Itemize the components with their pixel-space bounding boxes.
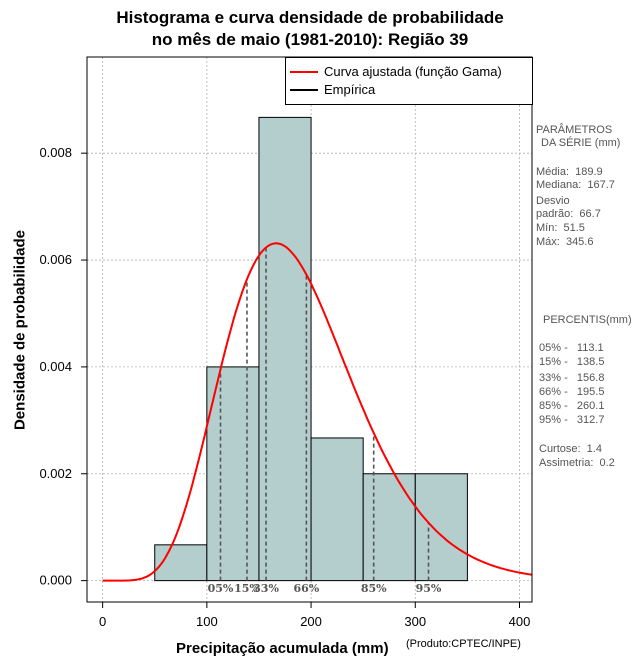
- chart-title-line2: no mês de maio (1981-2010): Região 39: [151, 30, 469, 49]
- param-mediana: Mediana: 167.7: [536, 179, 615, 191]
- y-tick-label: 0.008: [39, 145, 72, 160]
- percentil-33: 33% - 156.8: [539, 372, 605, 384]
- percentil-66: 66% - 195.5: [539, 386, 605, 398]
- x-tick-label: 400: [509, 614, 531, 629]
- y-axis-label: Densidade de probabilidade: [11, 229, 29, 431]
- percentile-label: 95%: [416, 582, 442, 595]
- percentil-95: 95% - 312.7: [539, 414, 605, 426]
- x-axis-label: Precipitação acumulada (mm): [176, 640, 389, 657]
- percentil-05: 05% - 113.1: [539, 342, 604, 354]
- stat-assimetria: Assimetria: 0.2: [539, 457, 615, 469]
- legend-swatch-empirical: [290, 88, 318, 91]
- legend-item-empirical: Empírica: [290, 82, 375, 97]
- percentil-85: 85% - 260.1: [539, 400, 605, 412]
- y-tick-label: 0.000: [39, 573, 72, 588]
- x-tick-label: 200: [300, 614, 322, 629]
- legend-label-fitted: Curva ajustada (função Gama): [324, 64, 502, 79]
- param-min: Mín: 51.5: [536, 222, 585, 234]
- histogram-bar: [154, 544, 208, 582]
- percentile-label: 05%: [208, 582, 234, 595]
- percentil-15: 15% - 138.5: [539, 356, 605, 368]
- histogram-bar: [206, 366, 260, 582]
- x-tick-label: 100: [196, 614, 218, 629]
- y-tick-label: 0.004: [39, 359, 72, 374]
- stat-curtose: Curtose: 1.4: [539, 443, 602, 455]
- percentile-label: 33%: [253, 582, 279, 595]
- chart-title-line1: Histograma e curva densidade de probabil…: [116, 8, 504, 27]
- histogram-bar: [414, 473, 468, 582]
- param-media: Média: 189.9: [536, 166, 603, 178]
- y-tick-label: 0.006: [39, 252, 72, 267]
- credit-text: (Produto:CPTEC/INPE): [406, 638, 521, 650]
- percentis-header: PERCENTIS(mm): [543, 314, 632, 326]
- param-max: Máx: 345.6: [536, 236, 594, 248]
- histogram-bar: [310, 437, 364, 582]
- legend-swatch-fitted: [290, 70, 318, 73]
- percentile-label: 66%: [293, 582, 319, 595]
- histogram-bar: [258, 116, 312, 582]
- fitted-gamma-curve: [102, 242, 533, 582]
- x-tick-label: 0: [99, 614, 106, 629]
- params-header-2: DA SÉRIE (mm): [541, 137, 621, 149]
- params-header-1: PARÂMETROS: [536, 124, 613, 136]
- y-tick-label: 0.002: [39, 466, 72, 481]
- legend-label-empirical: Empírica: [324, 82, 376, 97]
- legend-item-fitted: Curva ajustada (função Gama): [290, 64, 502, 79]
- percentile-label: 15%: [234, 582, 260, 595]
- percentile-label: 85%: [361, 582, 387, 595]
- param-desvio-1: Desvio: [536, 195, 570, 207]
- legend: Curva ajustada (função Gama) Empírica: [285, 57, 533, 105]
- param-desvio-2: padrão: 66.7: [536, 208, 601, 220]
- histogram-bar: [362, 473, 416, 582]
- x-tick-label: 300: [404, 614, 426, 629]
